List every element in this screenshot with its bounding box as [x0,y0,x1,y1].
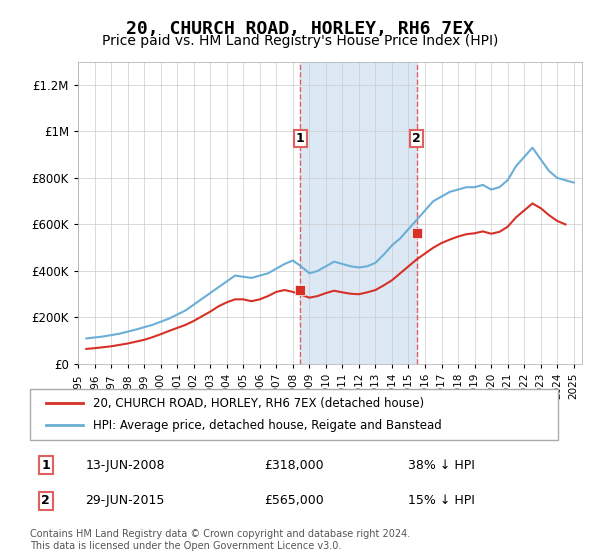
Text: HPI: Average price, detached house, Reigate and Banstead: HPI: Average price, detached house, Reig… [94,419,442,432]
Text: 13-JUN-2008: 13-JUN-2008 [85,459,165,472]
Bar [300,62,416,364]
Text: 2: 2 [41,494,50,507]
Text: 38% ↓ HPI: 38% ↓ HPI [409,459,475,472]
Text: 20, CHURCH ROAD, HORLEY, RH6 7EX (detached house): 20, CHURCH ROAD, HORLEY, RH6 7EX (detach… [94,397,424,410]
Text: 20, CHURCH ROAD, HORLEY, RH6 7EX: 20, CHURCH ROAD, HORLEY, RH6 7EX [126,20,474,38]
Text: 15% ↓ HPI: 15% ↓ HPI [409,494,475,507]
Text: 2: 2 [412,132,421,145]
FancyBboxPatch shape [30,389,558,440]
Text: 1: 1 [296,132,305,145]
Text: 1: 1 [41,459,50,472]
Text: £318,000: £318,000 [264,459,324,472]
Text: Price paid vs. HM Land Registry's House Price Index (HPI): Price paid vs. HM Land Registry's House … [102,34,498,48]
Text: 29-JUN-2015: 29-JUN-2015 [85,494,165,507]
Text: Contains HM Land Registry data © Crown copyright and database right 2024.
This d: Contains HM Land Registry data © Crown c… [30,529,410,551]
Text: £565,000: £565,000 [264,494,324,507]
